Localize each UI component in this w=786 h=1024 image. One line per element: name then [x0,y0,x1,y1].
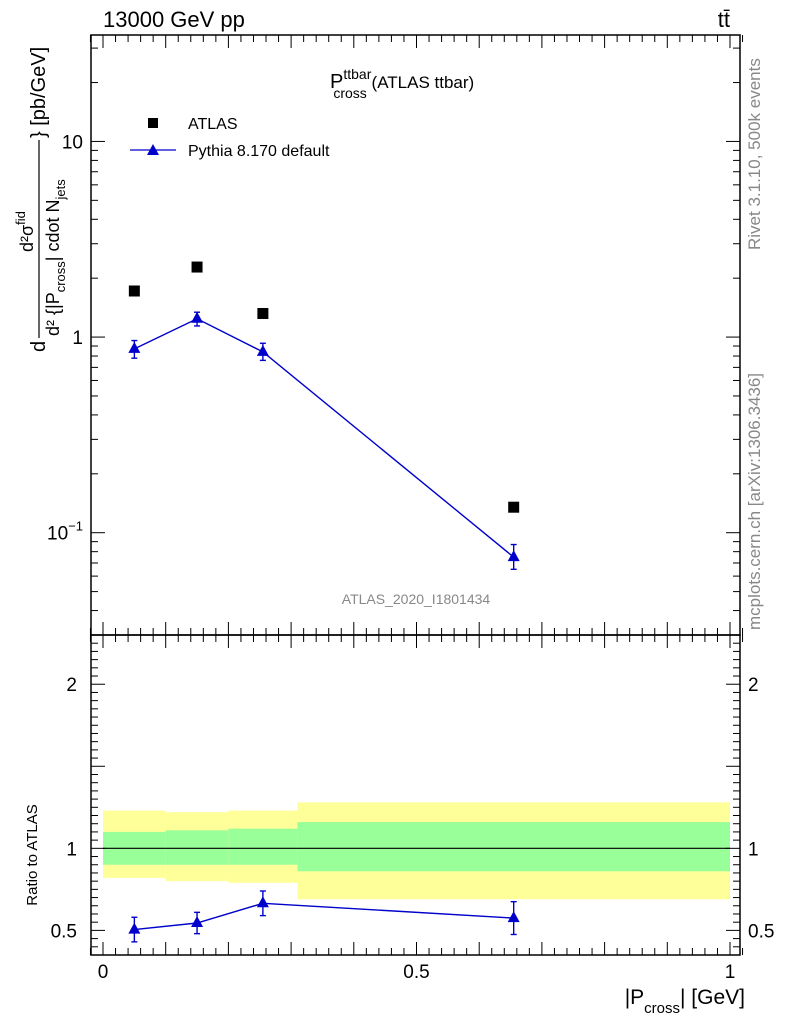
atlas-point [257,307,269,319]
plot-title: Pttbar cross (ATLAS ttbar) [330,66,474,101]
ratio-y-tick-label-left: 0.5 [51,921,77,942]
pythia-ratio-line [134,902,514,931]
y-title-prefix: d [28,341,50,352]
ratio-y-tick-label-right: 1 [748,839,759,860]
ratio-y-tick-label-left: 1 [66,839,77,860]
pythia-point [128,341,141,353]
mcplots-label: mcplots.cern.ch [arXiv:1306.3436] [745,373,764,630]
ratio-y-tick-label-right: 0.5 [748,921,774,942]
rivet-version-label: Rivet 3.1.10, 500k events [745,58,764,250]
pythia-ratio-point [256,896,269,908]
atlas-point [128,285,140,297]
x-tick-label: 0 [98,962,109,983]
plot-title-sub: cross [333,85,366,101]
ratio-y-axis-title: Ratio to ATLAS [24,804,41,905]
pythia-point [256,344,269,356]
y-tick-label: 1 [72,328,83,349]
x-tick-label: 1 [725,962,736,983]
mc-uncertainty-band-green [165,830,229,865]
legend-pythia-label: Pythia 8.170 default [188,143,330,160]
pythia-point [507,550,520,562]
ratio-y-tick-label-left: 2 [66,675,77,696]
plot-title-suffix: (ATLAS ttbar) [367,73,474,92]
pythia-ratio-point [507,911,520,923]
ratio-y-tick-label-right: 2 [748,675,759,696]
pythia-point [191,311,204,323]
mc-uncertainty-band-green [297,822,730,872]
legend-pythia-marker [147,144,159,155]
x-tick-label: 0.5 [403,962,429,983]
atlas-point [191,261,203,273]
plot-title-main: P [330,71,343,93]
y-title-denominator: d² {|Pcross| cdot Njets [43,179,68,336]
main-y-axis-title: d d²σfid d² {|Pcross| cdot Njets } [pb/G… [13,47,68,352]
energy-label: 13000 GeV pp [103,7,245,32]
atlas-point [508,501,520,513]
x-axis-title: |Pcross| [GeV] [625,986,745,1017]
legend-atlas-marker [148,118,158,128]
pythia-line [134,318,515,558]
y-title-numerator: d²σfid [13,211,37,252]
ratio-plot-panel: 0 0.5 1 0.5 0.5 1 1 2 2 [51,634,774,983]
y-title-units: } [pb/GeV] [28,47,50,138]
pythia-ratio-point [191,916,204,927]
pythia-ratio-point [128,922,141,934]
legend-atlas-label: ATLAS [188,116,238,133]
analysis-watermark: ATLAS_2020_I1801434 [342,591,491,607]
y-tick-label: 10−1 [47,519,83,545]
process-label: tt̄ [718,7,730,32]
legend: ATLAS Pythia 8.170 default [130,116,330,160]
plot-title-sup: ttbar [343,66,371,82]
y-tick-label: 10 [62,132,83,153]
ratio-plot-frame [90,634,741,956]
mc-uncertainty-band-green [228,828,298,865]
